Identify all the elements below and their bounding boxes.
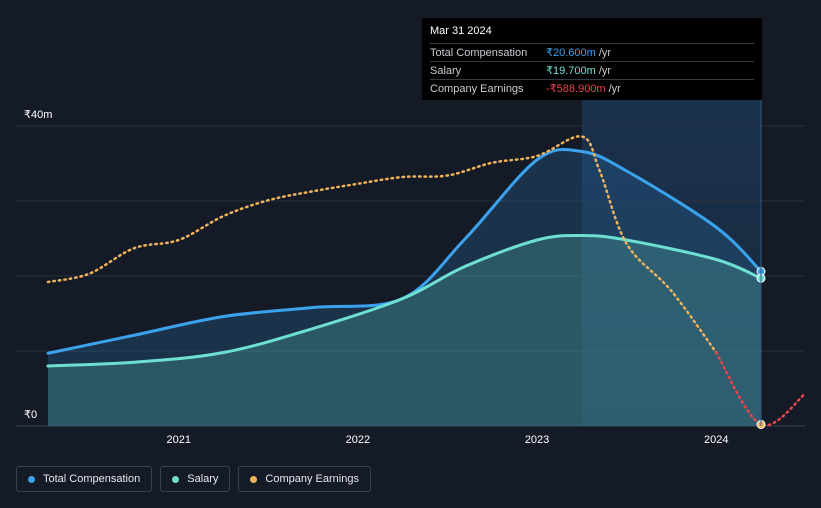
series-end-markers <box>756 100 766 429</box>
x-tick-label: 2024 <box>704 434 728 446</box>
tooltip-unit: /yr <box>598 64 612 77</box>
tooltip-row-company-earnings: Company Earnings -₹588.900m /yr <box>430 79 754 97</box>
tooltip-label: Salary <box>430 64 462 77</box>
x-tick-label: 2021 <box>167 434 191 446</box>
x-tick-label: 2023 <box>525 434 549 446</box>
tooltip-row-total-compensation: Total Compensation ₹20.600m /yr <box>430 43 754 61</box>
tooltip-value: ₹20.600m <box>546 47 596 59</box>
y-tick-label: ₹40m <box>24 109 52 121</box>
x-tick-label: 2022 <box>346 434 370 446</box>
x-axis-labels: 2021 2022 2023 2024 <box>167 434 729 446</box>
tooltip-value: -₹588.900m <box>546 83 606 95</box>
company-earnings-line <box>46 135 718 354</box>
legend-company-earnings[interactable]: Company Earnings <box>238 466 371 492</box>
tooltip-label: Company Earnings <box>430 82 524 95</box>
legend-dot-icon <box>28 475 35 483</box>
legend-total-compensation[interactable]: Total Compensation <box>16 466 153 492</box>
salary-line <box>46 233 763 368</box>
tooltip-unit: /yr <box>598 46 612 59</box>
tooltip-row-salary: Salary ₹19.700m /yr <box>430 61 754 79</box>
y-tick-label: ₹0 <box>24 409 37 421</box>
total-compensation-area <box>48 149 761 426</box>
data-tooltip: Mar 31 2024 Total Compensation ₹20.600m … <box>422 18 762 100</box>
series-lines <box>46 135 808 427</box>
tooltip-date: Mar 31 2024 <box>430 25 492 37</box>
salary-area <box>48 235 761 426</box>
legend-label: Salary <box>187 473 219 485</box>
legend-salary[interactable]: Salary <box>160 466 231 492</box>
legend-label: Total Compensation <box>43 473 141 485</box>
grid-lines <box>16 125 805 427</box>
total-compensation-line <box>46 147 763 355</box>
legend-dot-icon <box>250 475 258 483</box>
y-axis-labels: ₹0 ₹40m <box>24 109 52 421</box>
legend-dot-icon <box>172 475 180 483</box>
series-areas <box>48 149 761 426</box>
company-earnings-line-negative <box>714 351 808 427</box>
tooltip-label: Total Compensation <box>430 46 528 59</box>
tooltip-unit: /yr <box>608 82 621 95</box>
tooltip-value: ₹19.700m <box>546 65 596 77</box>
chart-legend: Total Compensation Salary Company Earnin… <box>16 466 371 492</box>
legend-label: Company Earnings <box>265 473 359 485</box>
